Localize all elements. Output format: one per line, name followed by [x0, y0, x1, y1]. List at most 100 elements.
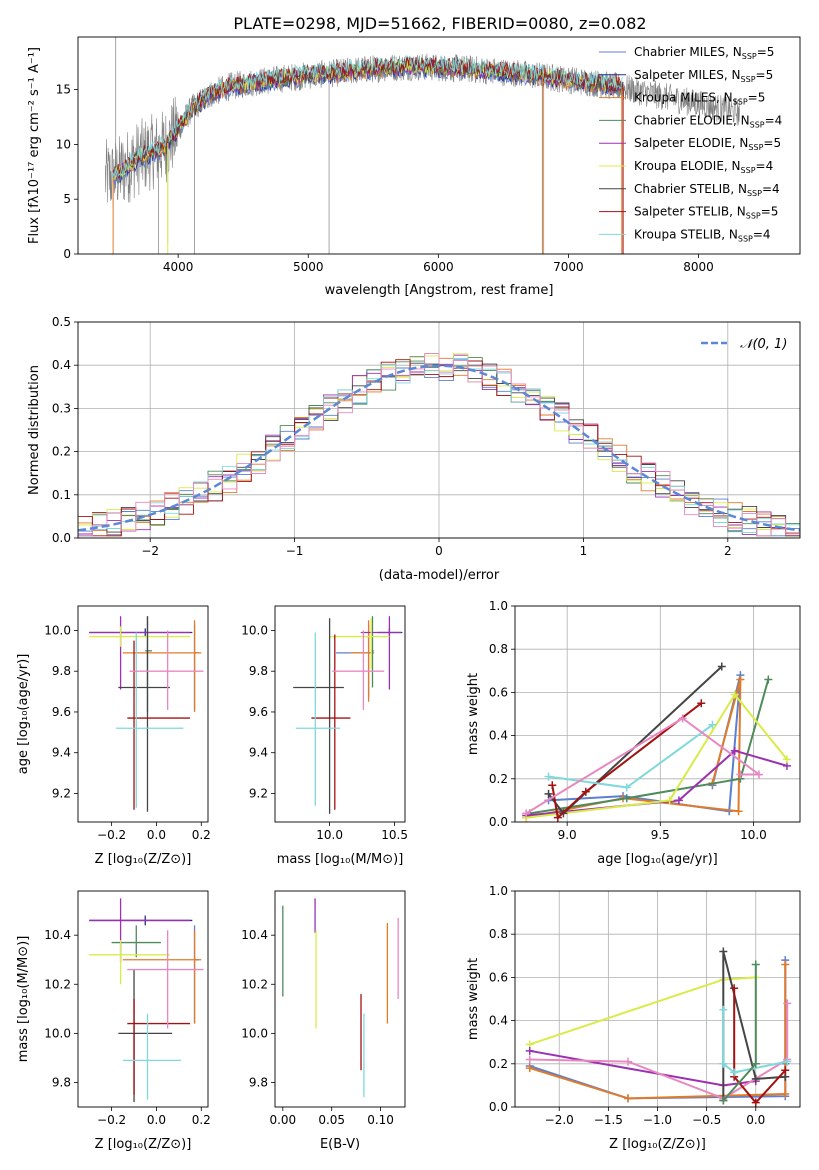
weights-vs-age-ytick-label: 1.0 — [489, 599, 508, 613]
residuals-xtick-label: 2 — [724, 544, 732, 558]
spectrum-plot-area — [105, 37, 741, 254]
age-vs-mass-panel: 10.0 10.5 9.2 9.4 9.6 9.8 10.0 mass [log₁₀(M/M⊙… — [241, 605, 408, 867]
weights-vs-Z-marker — [783, 999, 792, 1008]
mass-vs-Z-ylabel: mass [log₁₀(M/M⊙)] — [16, 936, 31, 1063]
spectrum-xtick-label: 6000 — [423, 260, 454, 274]
weights-vs-Z-xtick-label: −1.0 — [643, 1113, 672, 1127]
weights-vs-Z-xtick-label: 0.0 — [746, 1113, 765, 1127]
weights-vs-age-series-line — [547, 665, 723, 815]
mass-vs-ebv-xtick-label: 0.00 — [269, 1113, 296, 1127]
weights-vs-Z-marker — [624, 1094, 633, 1103]
spectrum-model-kroupa-stelib — [112, 55, 624, 178]
weights-vs-age-marker — [581, 787, 590, 796]
weights-vs-age-xtick-label: 9.5 — [651, 828, 670, 842]
spectrum-ytick-label: 10 — [56, 137, 71, 151]
weights-vs-age-xtick-label: 10.0 — [740, 828, 767, 842]
weights-vs-Z-marker — [730, 1068, 739, 1077]
mass-vs-ebv-xtick-label: 0.05 — [318, 1113, 345, 1127]
legend-entry: Salpeter ELODIE, NSSP=5 — [634, 136, 781, 152]
mass-vs-ebv-ytick-label: 10.0 — [241, 1026, 268, 1040]
weights-vs-age-marker — [622, 794, 631, 803]
weights-vs-Z-ytick-label: 0.0 — [489, 1100, 508, 1114]
weights-vs-Z-marker — [781, 1090, 790, 1099]
spectrum-ytick-label: 0 — [63, 247, 71, 261]
mass-vs-ebv-frame — [274, 890, 406, 1108]
age-vs-mass-xtick-label: 10.5 — [381, 828, 408, 842]
residuals-ylabel: Normed distribution — [27, 365, 42, 495]
residuals-ytick-label: 0.0 — [52, 531, 71, 545]
weights-vs-age-marker — [674, 796, 683, 805]
weights-vs-age-marker — [665, 796, 674, 805]
residuals-panel: −2 −1 0 1 2 0.0 0.1 0.2 0.3 0.4 0.5 (data-model)/er… — [27, 315, 801, 583]
weights-vs-Z-xlabel: Z [log₁₀(Z/Z⊙)] — [609, 1137, 706, 1152]
weights-vs-Z-series-line — [722, 964, 757, 1102]
age-vs-mass-frame — [274, 605, 406, 823]
weights-vs-Z-ylabel: mass weight — [466, 958, 481, 1040]
weights-vs-Z-marker — [781, 960, 790, 969]
weights-vs-Z-marker — [624, 1057, 633, 1066]
weights-vs-age-frame — [514, 605, 801, 823]
spectrum-xtick-label: 5000 — [293, 260, 324, 274]
normal-legend-label: 𝒩(0, 1) — [740, 337, 787, 352]
residuals-xtick-label: −1 — [286, 544, 304, 558]
spectrum-ytick-label: 5 — [63, 192, 71, 206]
weights-vs-Z-panel: −2.0 −1.5 −1.0 −0.5 0.0 0.0 0.2 0.4 0.6 0.8 1.0 Z [… — [466, 884, 801, 1152]
mass-vs-ebv-ytick-label: 9.8 — [249, 1075, 268, 1089]
age-vs-Z-xtick-label: 0.0 — [147, 828, 166, 842]
residuals-ytick-label: 0.5 — [52, 315, 71, 329]
weights-vs-age-series-line — [548, 674, 742, 813]
residuals-ytick-label: 0.3 — [52, 401, 71, 415]
legend-entry: Kroupa STELIB, NSSP=4 — [634, 227, 771, 243]
weights-vs-age-series-line — [526, 749, 788, 817]
age-vs-mass-ytick-label: 9.4 — [249, 746, 268, 760]
weights-vs-age-marker — [622, 783, 631, 792]
mass-vs-ebv-xtick-label: 0.10 — [367, 1113, 394, 1127]
age-vs-Z-panel: −0.2 0.0 0.2 9.2 9.4 9.6 9.8 10.0 Z [log₁₀(Z/Z⊙)… — [16, 605, 211, 867]
weights-vs-age-marker — [734, 807, 743, 816]
weights-vs-Z-ytick-label: 0.6 — [489, 970, 508, 984]
age-vs-mass-xlabel: mass [log₁₀(M/M⊙)] — [277, 852, 404, 867]
age-vs-Z-ytick-label: 9.6 — [52, 705, 71, 719]
weights-vs-age-xlabel: age [log₁₀(age/yr)] — [597, 852, 718, 867]
weights-vs-Z-marker — [751, 1074, 760, 1083]
mass-vs-Z-panel: −0.2 0.0 0.2 9.8 10.0 10.2 10.4 Z [log₁₀(Z/Z⊙)]… — [16, 890, 211, 1152]
figure-title: PLATE=0298, MJD=51662, FIBERID=0080, z=0… — [233, 14, 646, 33]
mass-vs-ebv-panel: 0.00 0.05 0.10 9.8 10.0 10.2 10.4 E(B-V) — [241, 890, 406, 1152]
weights-vs-age-series-line — [551, 702, 702, 820]
age-vs-Z-ytick-label: 9.4 — [52, 746, 71, 760]
age-vs-mass-xtick-label: 10.0 — [316, 828, 343, 842]
weights-vs-Z-marker — [525, 1064, 534, 1073]
weights-vs-age-marker — [544, 789, 553, 798]
normal-curve — [78, 364, 800, 532]
age-vs-mass-ytick-label: 10.0 — [241, 623, 268, 637]
weights-vs-Z-ytick-label: 1.0 — [489, 884, 508, 898]
legend-entry: Chabrier MILES, NSSP=5 — [634, 45, 774, 61]
weights-vs-age-ylabel: mass weight — [466, 673, 481, 755]
residuals-xtick-label: 1 — [580, 544, 588, 558]
weights-vs-age-marker — [764, 675, 773, 684]
spectrum-xtick-label: 8000 — [683, 260, 714, 274]
residuals-xtick-label: 0 — [435, 544, 443, 558]
age-vs-Z-ytick-label: 9.8 — [52, 664, 71, 678]
weights-vs-age-panel: 9.0 9.5 10.0 0.0 0.2 0.4 0.6 0.8 1.0 age [log₁₀(a… — [466, 599, 801, 867]
weights-vs-age-series-line — [548, 723, 714, 789]
legend-entry: Salpeter STELIB, NSSP=5 — [634, 205, 778, 221]
weights-vs-age-ytick-label: 0.2 — [489, 772, 508, 786]
residual-hist-0 — [78, 355, 800, 537]
weights-vs-age-marker — [736, 770, 745, 779]
weights-vs-age-marker — [755, 770, 764, 779]
weights-vs-age-ytick-label: 0.6 — [489, 685, 508, 699]
age-vs-mass-ytick-label: 9.2 — [249, 786, 268, 800]
age-vs-Z-xlabel: Z [log₁₀(Z/Z⊙)] — [95, 852, 192, 867]
legend-entry: Chabrier ELODIE, NSSP=4 — [634, 113, 782, 129]
weights-vs-Z-ytick-label: 0.4 — [489, 1014, 508, 1028]
weights-vs-age-marker — [730, 690, 739, 699]
weights-vs-age-series-line — [529, 679, 770, 815]
spectrum-ytick-label: 15 — [56, 83, 71, 97]
weights-vs-Z-marker — [751, 1098, 760, 1107]
weights-vs-age-marker — [548, 781, 557, 790]
mass-vs-Z-xlabel: Z [log₁₀(Z/Z⊙)] — [95, 1137, 192, 1152]
weights-vs-Z-marker — [719, 947, 728, 956]
spectrum-xtick-label: 7000 — [553, 260, 584, 274]
residuals-xtick-label: −2 — [141, 544, 159, 558]
